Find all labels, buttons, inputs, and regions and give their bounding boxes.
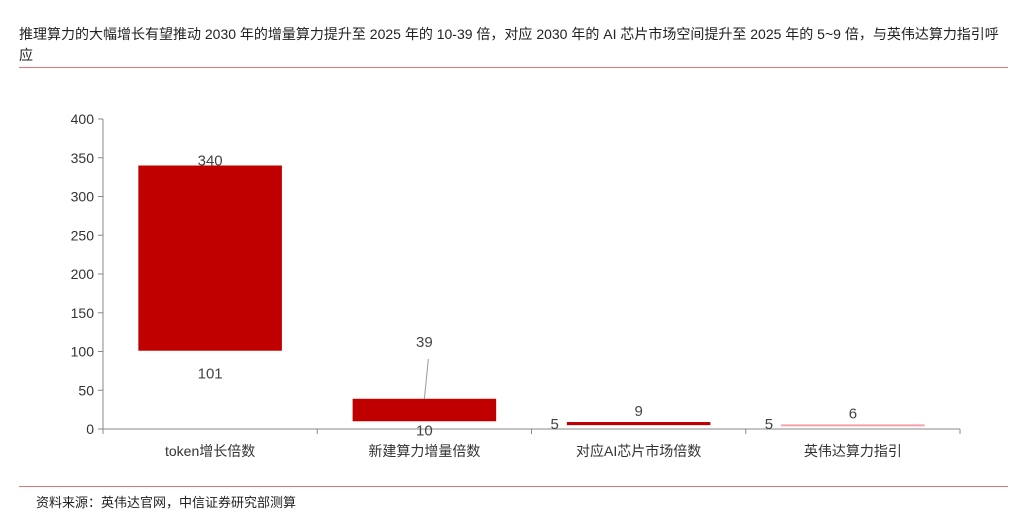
bar xyxy=(352,398,497,422)
data-label-high: 39 xyxy=(416,334,433,351)
x-tick-label: 对应AI芯片市场倍数 xyxy=(576,443,701,459)
bar xyxy=(566,422,711,426)
source-note: 资料来源：英伟达官网，中信证券研究部测算 xyxy=(36,495,297,510)
y-tick-label: 350 xyxy=(71,150,95,166)
y-tick-label: 50 xyxy=(78,382,94,398)
data-label-high: 9 xyxy=(634,403,642,420)
y-tick-label: 150 xyxy=(71,305,95,321)
y-tick-label: 0 xyxy=(86,421,94,437)
bar xyxy=(781,424,925,427)
bar xyxy=(138,165,282,351)
data-label-low: 101 xyxy=(198,366,223,383)
x-tick-label: token增长倍数 xyxy=(165,443,255,459)
data-label-high: 6 xyxy=(849,405,857,422)
y-tick-label: 200 xyxy=(71,266,95,282)
y-tick-label: 100 xyxy=(71,344,95,360)
page-title: 推理算力的大幅增长有望推动 2030 年的增量算力提升至 2025 年的 10-… xyxy=(19,26,999,63)
data-label-low: 10 xyxy=(416,422,433,439)
data-label-low: 5 xyxy=(765,416,773,433)
y-tick-label: 300 xyxy=(71,189,95,205)
x-tick-label: 英伟达算力指引 xyxy=(804,443,902,459)
label-leader xyxy=(423,358,429,399)
title-divider xyxy=(19,67,1008,68)
x-tick-label: 新建算力增量倍数 xyxy=(368,443,480,459)
data-label-high: 340 xyxy=(198,153,223,170)
source-divider xyxy=(19,486,1008,487)
y-tick-label: 400 xyxy=(71,111,95,127)
data-label-low: 5 xyxy=(551,416,559,433)
y-tick-label: 250 xyxy=(71,227,95,243)
